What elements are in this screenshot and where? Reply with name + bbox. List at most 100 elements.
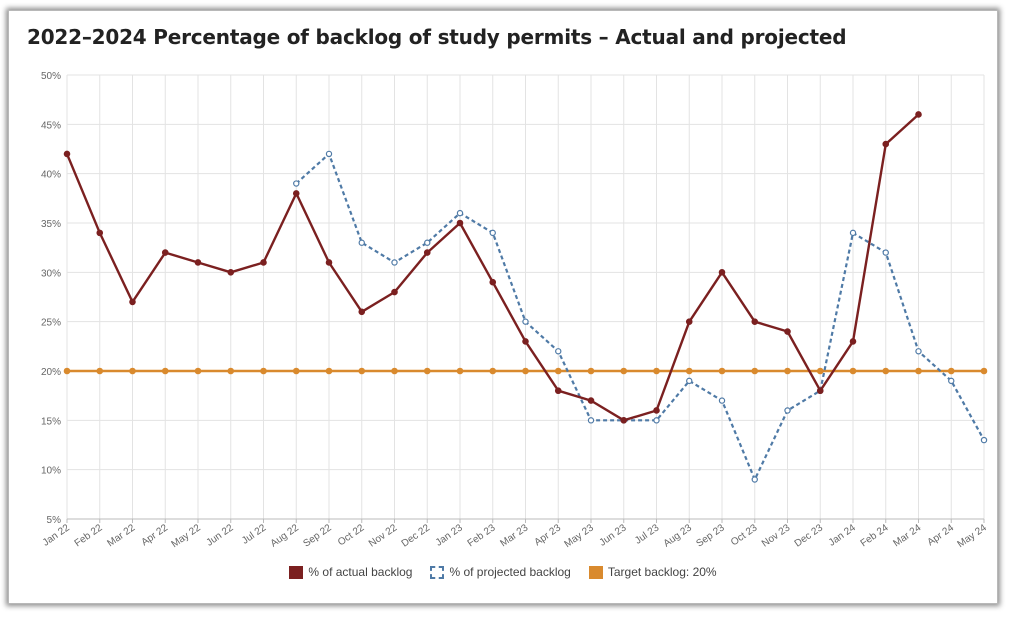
projected-point <box>424 239 431 246</box>
target-point <box>784 367 791 375</box>
legend-swatch-actual <box>289 565 304 579</box>
series-0 <box>63 111 922 424</box>
actual-point <box>96 229 104 237</box>
target-point <box>423 367 431 375</box>
actual-point <box>784 328 791 335</box>
legend: % of actual backlog % of projected backl… <box>9 565 997 579</box>
actual-point <box>587 397 595 404</box>
target-point <box>620 367 628 375</box>
legend-label-actual: % of actual backlog <box>308 565 413 579</box>
x-tick-label: Feb 22 <box>73 522 105 549</box>
projected-point <box>489 229 496 237</box>
chart-frame: 2022–2024 Percentage of backlog of study… <box>8 10 998 604</box>
actual-point <box>816 387 824 395</box>
projected-point <box>948 377 955 385</box>
x-tick-label: Jul 23 <box>633 522 662 547</box>
x-tick-label: Dec 23 <box>793 522 826 549</box>
x-tick-label: Mar 24 <box>891 522 923 549</box>
actual-point <box>63 150 71 158</box>
actual-point <box>522 338 529 345</box>
projected-point <box>915 348 922 355</box>
chart-title: 2022–2024 Percentage of backlog of study… <box>27 25 847 49</box>
legend-item-actual[interactable]: % of actual backlog <box>289 565 412 579</box>
target-point <box>849 367 857 375</box>
series-line-1 <box>295 152 985 481</box>
x-tick-label: Jun 22 <box>205 522 236 548</box>
target-point <box>391 367 398 375</box>
x-tick-label: Aug 22 <box>269 522 302 549</box>
actual-point <box>325 259 333 266</box>
series-lines <box>63 111 988 483</box>
projected-point <box>522 318 529 325</box>
y-tick-label: 30% <box>41 268 61 279</box>
legend-item-projected[interactable]: % of projected backlog <box>430 565 571 579</box>
actual-point <box>718 269 726 276</box>
legend-label-target: Target backlog: 20% <box>607 565 717 579</box>
target-point <box>751 367 759 375</box>
line-chart: 5%10%15%20%25%30%35%40%45%50%Jan 22 Feb 2… <box>41 71 989 550</box>
projected-point <box>587 417 595 424</box>
actual-point <box>292 190 300 197</box>
target-point <box>129 367 136 375</box>
x-tick-label: Aug 23 <box>662 522 695 549</box>
x-tick-label: Mar 23 <box>498 522 530 549</box>
target-point <box>194 367 202 375</box>
y-tick-label: 40% <box>41 170 61 181</box>
legend-item-target[interactable]: Target backlog: 20% <box>588 565 717 579</box>
actual-point <box>685 318 693 325</box>
target-point <box>489 367 497 375</box>
x-tick-label: May 23 <box>563 522 597 550</box>
x-tick-label: Jun 23 <box>598 522 629 548</box>
y-tick-label: 10% <box>41 466 61 477</box>
x-tick-label: Apr 22 <box>140 522 171 548</box>
gridlines <box>66 74 985 523</box>
x-tick-label: Mar 22 <box>105 522 137 549</box>
projected-point <box>358 239 365 246</box>
series-2 <box>63 367 988 375</box>
legend-label-projected: % of projected backlog <box>449 565 571 579</box>
x-tick-label: May 24 <box>956 522 990 550</box>
x-tick-label: Jan 22 <box>41 522 72 548</box>
projected-point <box>325 150 333 158</box>
target-point <box>63 367 71 375</box>
target-point <box>685 367 693 375</box>
actual-point <box>915 111 922 118</box>
y-tick-label: 20% <box>41 367 61 378</box>
projected-point <box>718 397 726 404</box>
actual-point <box>423 249 431 256</box>
actual-point <box>751 318 759 325</box>
target-point <box>882 367 890 375</box>
projected-point <box>751 476 758 483</box>
target-point <box>947 367 955 375</box>
target-point <box>292 367 300 375</box>
projected-point <box>784 407 791 414</box>
y-tick-label: 15% <box>41 416 61 427</box>
actual-point <box>554 387 562 395</box>
x-tick-label: Feb 24 <box>859 522 891 549</box>
actual-point <box>194 259 202 266</box>
target-point <box>816 367 824 375</box>
x-tick-label: Apr 24 <box>926 522 957 548</box>
projected-point <box>293 180 300 187</box>
x-tick-label: Jan 24 <box>827 522 858 548</box>
x-tick-label: Apr 23 <box>533 522 564 548</box>
actual-point <box>882 140 890 148</box>
x-tick-label: Jul 22 <box>240 522 269 547</box>
target-point <box>587 367 595 375</box>
x-tick-label: Nov 23 <box>760 522 793 549</box>
y-tick-label: 5% <box>47 515 62 526</box>
actual-point <box>620 417 628 424</box>
projected-point <box>849 229 857 237</box>
series-1 <box>293 150 988 483</box>
legend-swatch-projected <box>430 565 445 579</box>
x-tick-label: Feb 23 <box>466 522 498 549</box>
axis-labels: 5%10%15%20%25%30%35%40%45%50%Jan 22 Feb 2… <box>41 71 989 550</box>
actual-point <box>260 259 267 266</box>
target-point <box>522 367 529 375</box>
projected-point <box>555 348 562 355</box>
projected-point <box>882 249 889 256</box>
actual-point <box>129 298 136 306</box>
target-point <box>718 367 726 375</box>
projected-point <box>980 436 988 444</box>
target-point <box>96 367 104 375</box>
